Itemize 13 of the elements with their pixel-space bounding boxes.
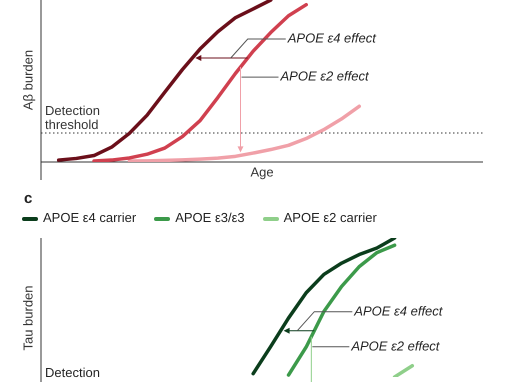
y-axis-title: Tau burden <box>20 285 36 351</box>
annotation: APOE ε2 effect <box>350 338 441 354</box>
legend-label: APOE ε4 carrier <box>42 210 136 225</box>
annotation: APOE ε4 effect <box>286 30 378 46</box>
y-axis-title: Aβ burden <box>20 50 36 110</box>
x-axis-title: Age <box>250 164 274 180</box>
legend-label: APOE ε2 carrier <box>282 210 377 225</box>
annotation: Detection <box>45 365 100 380</box>
annotation: APOE ε2 effect <box>280 68 370 84</box>
chart-title: c <box>24 190 32 207</box>
ref-line-label: Detection threshold <box>45 103 100 132</box>
legend-label: APOE ε3/ε3 <box>174 210 245 225</box>
annotation: APOE ε4 effect <box>353 303 444 318</box>
